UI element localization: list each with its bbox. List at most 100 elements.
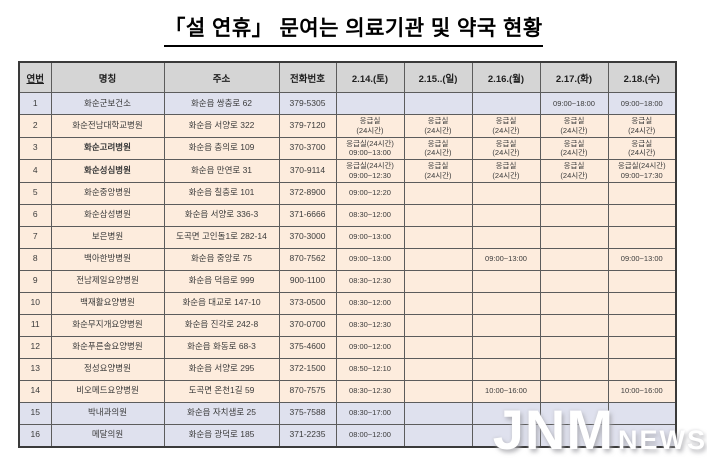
column-header-sun: 2.15..(일) — [403, 61, 473, 93]
table-row: 6 화순삼성병원 화순읍 서양로 336-3 371-6666 08:30~12:00 — [18, 203, 677, 227]
schedule-sun — [403, 181, 473, 205]
row-number: 11 — [18, 313, 52, 337]
facility-address: 화순읍 칠충로 101 — [163, 181, 280, 205]
column-header-name: 명칭 — [50, 61, 165, 93]
schedule-sat: 09:00~12:20 — [335, 181, 405, 205]
row-number: 12 — [18, 335, 52, 359]
facility-name: 정성요양병원 — [50, 357, 165, 381]
facility-address: 화순읍 진각로 242-8 — [163, 313, 280, 337]
table-row: 2 화순전남대학교병원 화순읍 서양로 322 379-7120 응급실 (24시간) 응… — [18, 114, 677, 138]
table-row: 5 화순중앙병원 화순읍 칠충로 101 372-8900 09:00~12:20 — [18, 181, 677, 205]
facility-name: 보은병원 — [50, 225, 165, 249]
facility-address: 화순읍 서양로 336-3 — [163, 203, 280, 227]
row-number: 15 — [18, 401, 52, 425]
schedule-mon: 응급실 (24시간) — [471, 136, 541, 160]
facility-name: 메달의원 — [50, 423, 165, 447]
schedule-tue: 응급실 (24시간) — [539, 114, 609, 138]
schedule-mon — [471, 269, 541, 293]
schedule-sun — [403, 423, 473, 447]
schedule-sun: 응급실 (24시간) — [403, 114, 473, 138]
hospital-schedule-table: 연번 명칭 주소 전화번호 2.14.(토) 2.15..(일) 2.16.(월… — [18, 61, 677, 448]
page: { "title": "「설 연휴」 문여는 의료기관 및 약국 현황", "w… — [0, 12, 707, 468]
facility-name: 백재활요양병원 — [50, 291, 165, 315]
schedule-tue — [539, 379, 609, 403]
schedule-wed: 응급실 (24시간) — [607, 114, 677, 138]
schedule-tue — [539, 401, 609, 425]
facility-address: 화순읍 대교로 147-10 — [163, 291, 280, 315]
facility-address: 화순읍 충의로 109 — [163, 136, 280, 160]
schedule-wed: 09:00~18:00 — [607, 92, 677, 115]
column-header-address: 주소 — [163, 61, 280, 93]
row-number: 2 — [18, 114, 52, 138]
facility-phone: 379-7120 — [278, 114, 337, 138]
schedule-wed — [607, 181, 677, 205]
schedule-sat: 08:30~12:00 — [335, 203, 405, 227]
table-row: 10 백재활요양병원 화순읍 대교로 147-10 373-0500 08:30~12:… — [18, 291, 677, 315]
schedule-mon — [471, 92, 541, 115]
schedule-tue — [539, 423, 609, 447]
row-number: 4 — [18, 159, 52, 183]
schedule-tue — [539, 335, 609, 359]
facility-address: 화순읍 중앙로 75 — [163, 247, 280, 271]
schedule-wed — [607, 335, 677, 359]
row-number: 14 — [18, 379, 52, 403]
schedule-mon — [471, 225, 541, 249]
schedule-sat: 응급실 (24시간) — [335, 114, 405, 138]
facility-phone: 379-5305 — [278, 92, 337, 115]
facility-phone: 373-0500 — [278, 291, 337, 315]
schedule-mon — [471, 423, 541, 447]
row-number: 10 — [18, 291, 52, 315]
schedule-tue: 09:00~18:00 — [539, 92, 609, 115]
schedule-sun — [403, 401, 473, 425]
facility-name: 화순성심병원 — [50, 159, 165, 183]
facility-name: 화순삼성병원 — [50, 203, 165, 227]
schedule-sun — [403, 92, 473, 115]
schedule-sun — [403, 379, 473, 403]
schedule-wed: 응급실 (24시간) — [607, 136, 677, 160]
schedule-mon: 응급실 (24시간) — [471, 114, 541, 138]
facility-phone: 870-7575 — [278, 379, 337, 403]
facility-name: 화순중앙병원 — [50, 181, 165, 205]
row-number: 13 — [18, 357, 52, 381]
column-header-wed: 2.18.(수) — [607, 61, 677, 93]
schedule-tue — [539, 291, 609, 315]
schedule-tue — [539, 203, 609, 227]
column-header-mon: 2.16.(월) — [471, 61, 541, 93]
schedule-sun — [403, 335, 473, 359]
schedule-sun — [403, 247, 473, 271]
schedule-wed: 09:00~13:00 — [607, 247, 677, 271]
facility-name: 화순푸른솔요양병원 — [50, 335, 165, 359]
schedule-sat: 응급실(24시간) 09:00~13:00 — [335, 136, 405, 160]
table-row: 7 보은병원 도곡면 고인돌1로 282-14 370-3000 09:00~13:00 — [18, 225, 677, 249]
schedule-mon — [471, 181, 541, 205]
schedule-sat: 08:30~12:30 — [335, 269, 405, 293]
facility-phone: 375-4600 — [278, 335, 337, 359]
schedule-sun — [403, 291, 473, 315]
schedule-mon — [471, 401, 541, 425]
facility-name: 백아한방병원 — [50, 247, 165, 271]
row-number: 9 — [18, 269, 52, 293]
row-number: 1 — [18, 92, 52, 115]
schedule-sun: 응급실 (24시간) — [403, 159, 473, 183]
table-row: 9 전남제일요양병원 화순읍 덕음로 999 900-1100 08:30~12:30 — [18, 269, 677, 293]
facility-phone: 370-0700 — [278, 313, 337, 337]
facility-address: 화순읍 광덕로 185 — [163, 423, 280, 447]
table-row: 13 정성요양병원 화순읍 서양로 295 372-1500 08:50~12:10 — [18, 357, 677, 381]
schedule-tue — [539, 269, 609, 293]
schedule-wed — [607, 401, 677, 425]
schedule-sat: 08:30~12:30 — [335, 379, 405, 403]
schedule-mon: 09:00~13:00 — [471, 247, 541, 271]
facility-phone: 371-6666 — [278, 203, 337, 227]
table-row: 3 화순고려병원 화순읍 충의로 109 370-3700 응급실(24시간) 09:0… — [18, 136, 677, 160]
schedule-sun — [403, 269, 473, 293]
facility-address: 화순읍 서양로 322 — [163, 114, 280, 138]
column-header-phone: 전화번호 — [278, 61, 337, 93]
table-row: 8 백아한방병원 화순읍 중앙로 75 870-7562 09:00~13:00 09:0… — [18, 247, 677, 271]
row-number: 7 — [18, 225, 52, 249]
schedule-wed — [607, 269, 677, 293]
title-bar: 「설 연휴」 문여는 의료기관 및 약국 현황 — [0, 12, 707, 47]
facility-phone: 372-1500 — [278, 357, 337, 381]
facility-phone: 370-3700 — [278, 136, 337, 160]
schedule-mon — [471, 291, 541, 315]
facility-phone: 371-2235 — [278, 423, 337, 447]
